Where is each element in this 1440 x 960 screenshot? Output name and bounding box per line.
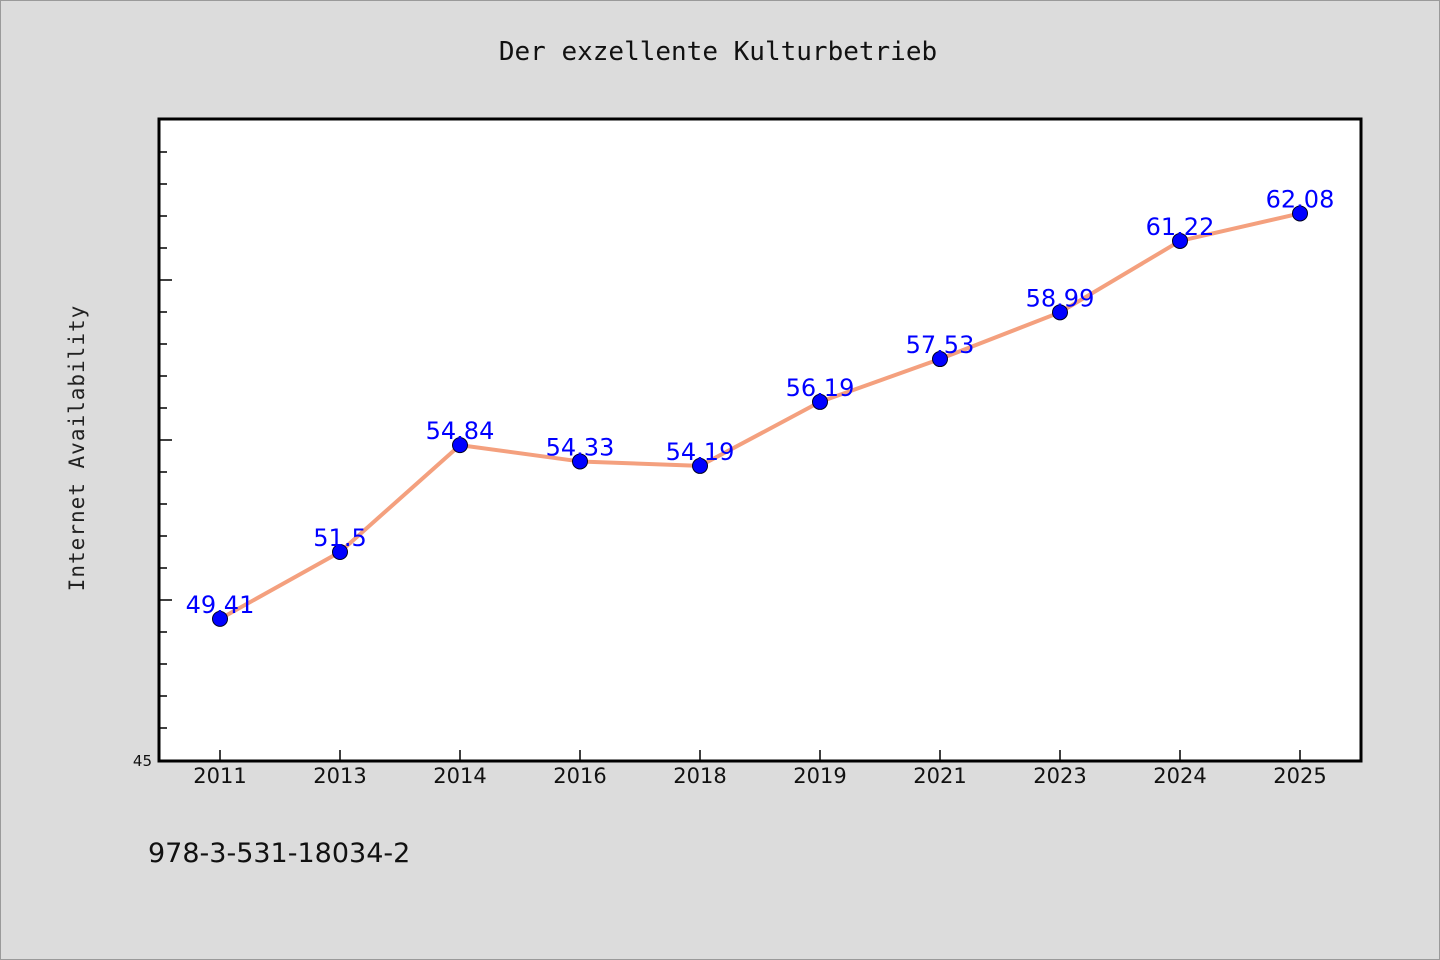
data-label: 54.84: [426, 417, 495, 445]
data-point: [1172, 232, 1188, 249]
x-tick-label: 2021: [913, 764, 966, 788]
data-point: [932, 351, 948, 368]
x-tick-label: 2019: [793, 764, 846, 788]
data-point: [572, 453, 588, 470]
data-label: 49.41: [186, 591, 255, 619]
y-axis-label: Internet Availability: [65, 305, 89, 592]
data-label: 56.19: [786, 374, 855, 402]
x-tick-label: 2014: [433, 764, 486, 788]
data-point: [212, 610, 228, 627]
series-group: [212, 205, 1308, 627]
data-point: [1292, 205, 1308, 222]
data-label: 51.5: [313, 524, 366, 552]
data-label: 57.53: [906, 331, 975, 359]
data-label: 54.33: [546, 433, 615, 461]
x-tick-label: 2025: [1273, 764, 1326, 788]
data-point: [812, 393, 828, 410]
x-tick-label: 2011: [193, 764, 246, 788]
y-axis-ticks: 45: [133, 151, 172, 770]
plot-area: [157, 117, 1363, 763]
isbn-text: 978-3-531-18034-2: [148, 838, 410, 869]
x-tick-label: 2018: [673, 764, 726, 788]
data-label: 62.08: [1266, 185, 1335, 213]
x-tick-label: 2013: [313, 764, 366, 788]
data-label: 61.22: [1146, 213, 1215, 241]
x-tick-label: 2023: [1033, 764, 1086, 788]
y-tick-label: 45: [133, 752, 152, 770]
data-label: 58.99: [1026, 284, 1095, 312]
chart-title: Der exzellente Kulturbetrieb: [499, 37, 937, 67]
series-line: [218, 211, 1302, 621]
x-tick-label: 2024: [1153, 764, 1206, 788]
data-labels: 49.41 51.5 54.84 54.33 54.19 56.19 57.53 58.99 6…: [186, 185, 1335, 618]
data-label: 54.19: [666, 438, 735, 466]
data-point: [692, 457, 708, 474]
x-axis-ticks: 2011 2013 2014 2016 2018 2019 2021 2023 2024 2025: [193, 750, 1327, 788]
data-point: [1052, 304, 1068, 321]
data-point: [452, 437, 468, 454]
x-tick-label: 2016: [553, 764, 606, 788]
data-point: [332, 544, 348, 560]
